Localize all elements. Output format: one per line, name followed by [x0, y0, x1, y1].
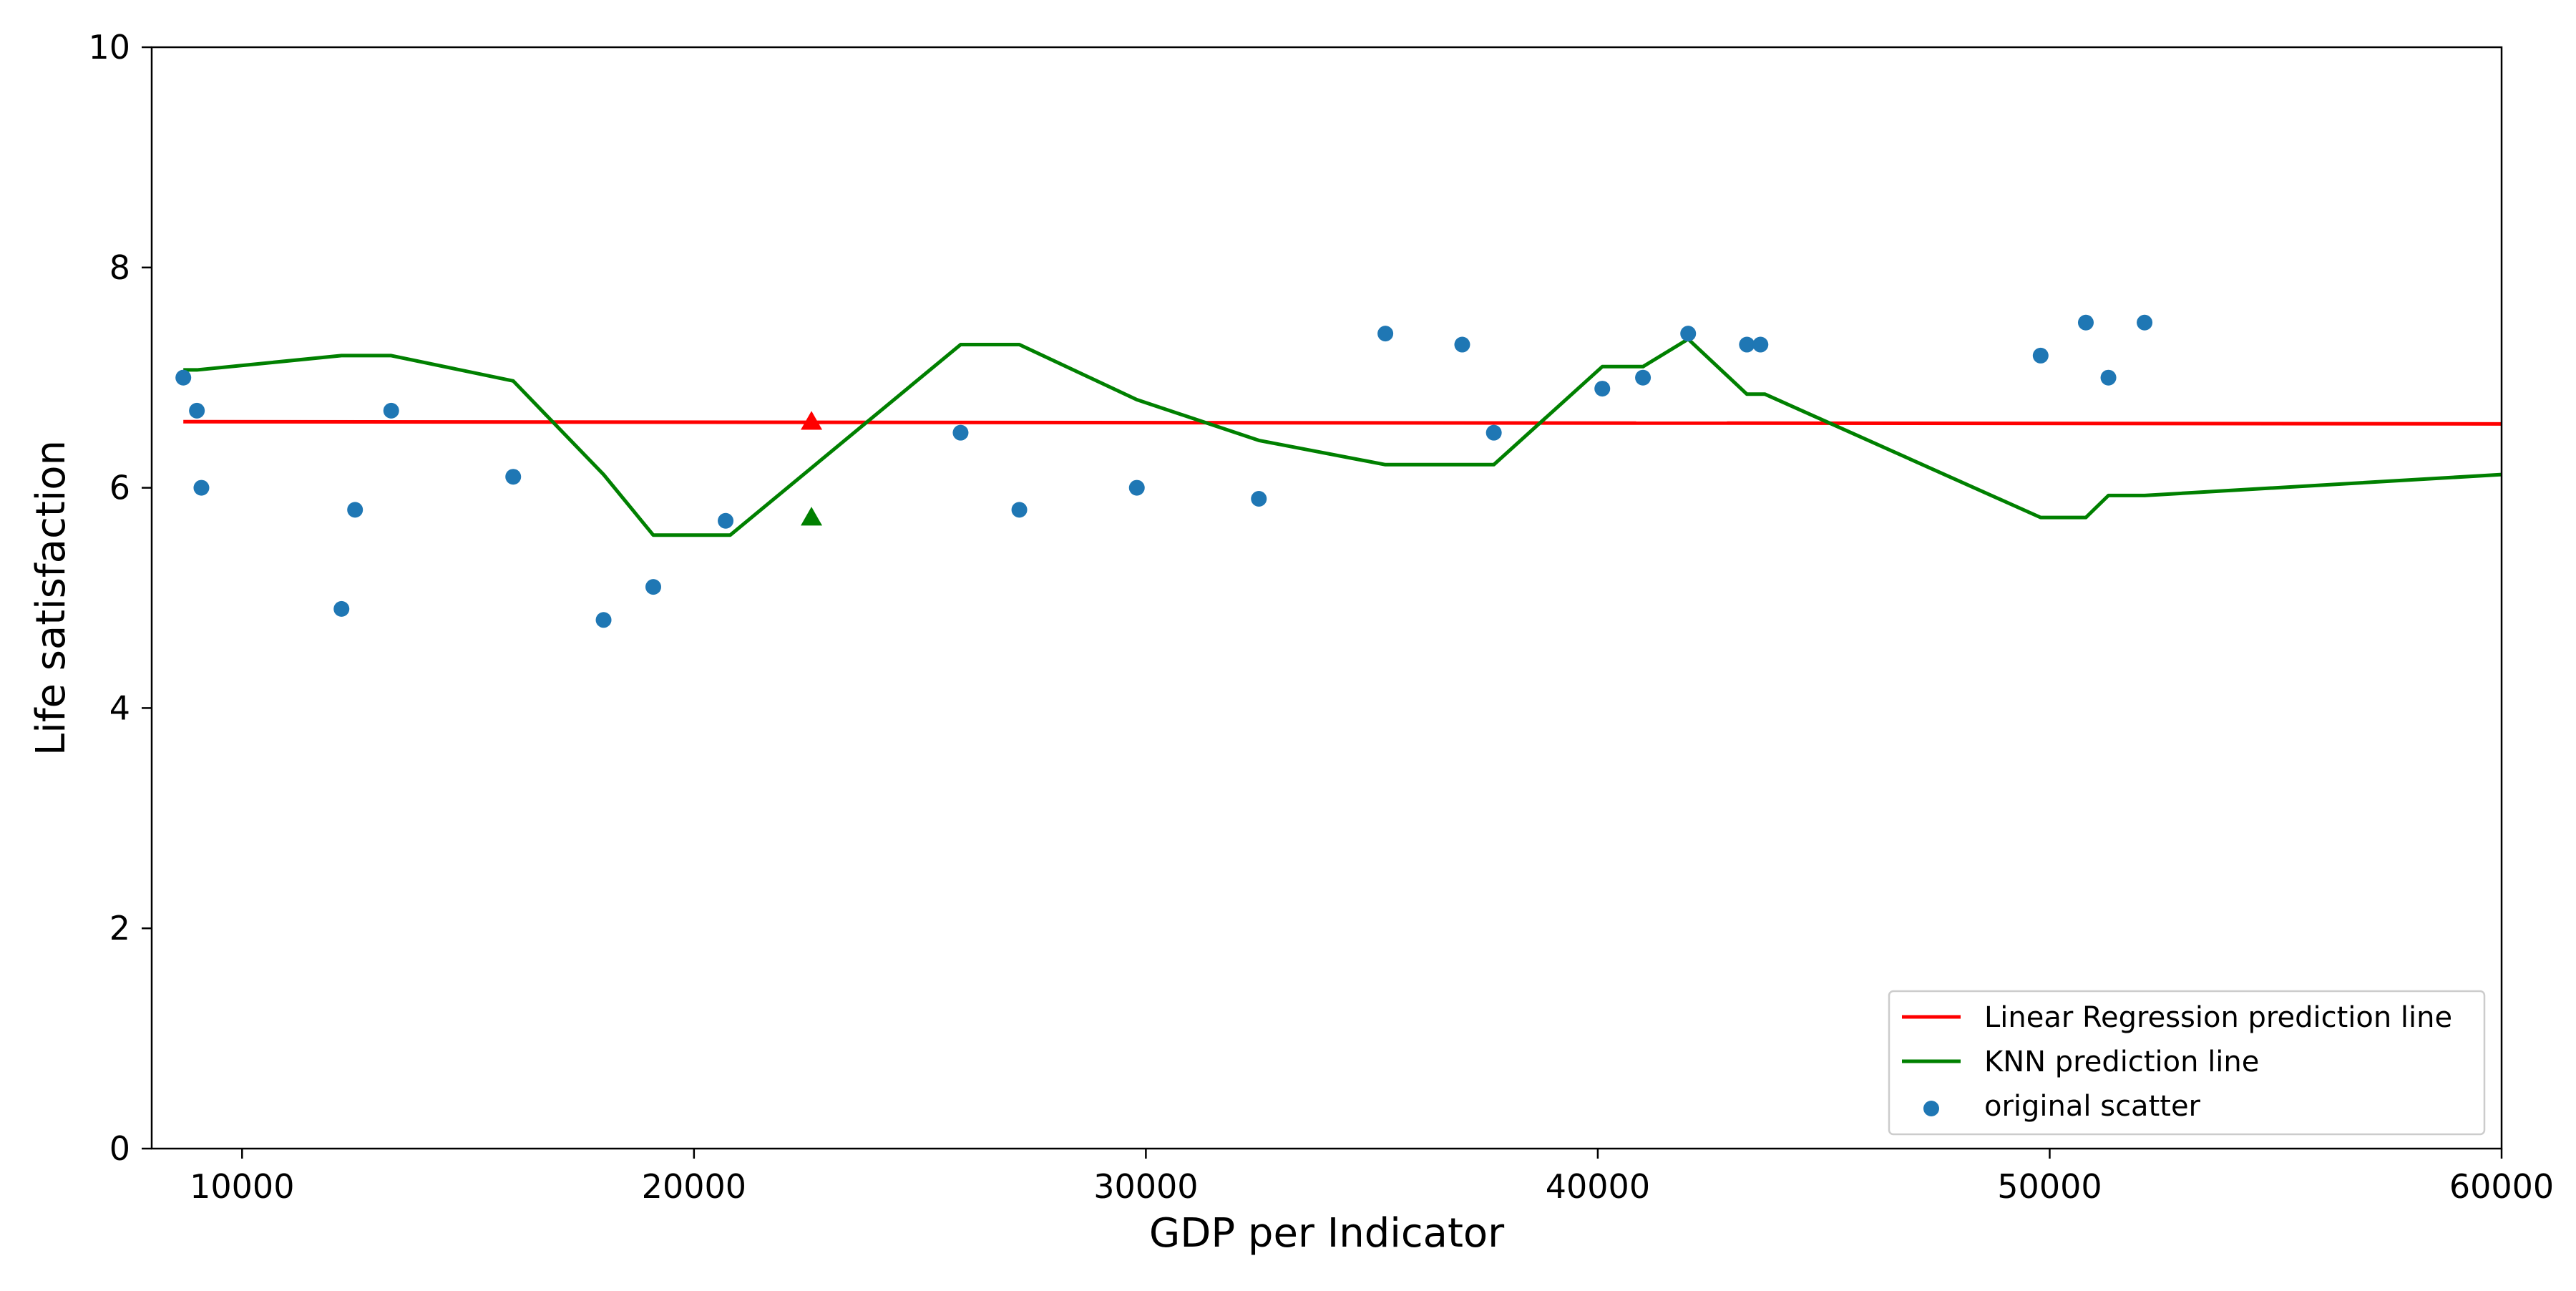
- scatter-point: [347, 502, 364, 518]
- y-tick-label: 0: [109, 1129, 130, 1168]
- x-tick-label: 30000: [1093, 1167, 1198, 1206]
- y-tick-label: 2: [109, 909, 130, 947]
- original-scatter-series: [175, 314, 2153, 628]
- scatter-point: [189, 402, 205, 419]
- plot-area: [152, 47, 2502, 1149]
- scatter-point: [1128, 479, 1145, 496]
- legend: Linear Regression prediction line KNN pre…: [1888, 990, 2486, 1136]
- x-tick-label: 40000: [1546, 1167, 1650, 1206]
- scatter-point: [1680, 326, 1697, 342]
- x-axis-ticks: 10000 20000 30000 40000 50000 60000: [190, 1149, 2554, 1206]
- scatter-point: [2137, 314, 2153, 331]
- legend-label: Linear Regression prediction line: [1984, 1001, 2452, 1034]
- scatter-point: [718, 512, 734, 529]
- legend-swatch-dot: [1923, 1101, 1939, 1116]
- scatter-point: [2100, 369, 2117, 386]
- legend-label: KNN prediction line: [1984, 1046, 2259, 1078]
- x-tick-label: 60000: [2449, 1167, 2554, 1206]
- scatter-point: [1011, 502, 1028, 518]
- scatter-point: [1485, 424, 1502, 441]
- scatter-point: [2077, 314, 2094, 331]
- linear-regression-prediction-marker: [801, 411, 823, 430]
- legend-label: original scatter: [1984, 1090, 2201, 1123]
- y-axis-label: Life satisfaction: [28, 440, 74, 756]
- y-tick-label: 10: [88, 28, 130, 67]
- scatter-point: [383, 402, 399, 419]
- scatter-point: [1594, 381, 1611, 397]
- scatter-point: [175, 369, 192, 386]
- knn-prediction-line: [183, 337, 2502, 537]
- scatter-point: [1377, 326, 1394, 342]
- scatter-point: [333, 600, 350, 617]
- series-group: [175, 314, 2502, 628]
- knn-prediction-marker: [801, 507, 823, 526]
- scatter-point: [645, 579, 662, 595]
- scatter-point: [2032, 347, 2049, 364]
- scatter-point: [1635, 369, 1652, 386]
- plot-frame: [150, 46, 2503, 1150]
- x-axis-label: GDP per Indicator: [1149, 1210, 1505, 1257]
- scatter-point: [505, 469, 522, 485]
- legend-box: [1888, 990, 2486, 1136]
- x-tick-label: 50000: [1997, 1167, 2102, 1206]
- scatter-point: [193, 479, 210, 496]
- x-tick-label: 20000: [642, 1167, 746, 1206]
- y-tick-label: 8: [109, 248, 130, 287]
- y-axis-ticks: 0 2 4 6 8 10: [88, 28, 152, 1168]
- scatter-point: [595, 612, 612, 628]
- scatter-point: [1251, 490, 1267, 507]
- x-tick-label: 10000: [190, 1167, 294, 1206]
- y-tick-label: 4: [109, 688, 130, 727]
- scatter-point: [1752, 336, 1769, 353]
- scatter-point: [1454, 336, 1470, 353]
- prediction-markers: [801, 411, 823, 526]
- scatter-point: [952, 424, 969, 441]
- y-tick-label: 6: [109, 469, 130, 507]
- linear-regression-line: [183, 419, 2502, 426]
- scatter-point: [1739, 336, 1755, 353]
